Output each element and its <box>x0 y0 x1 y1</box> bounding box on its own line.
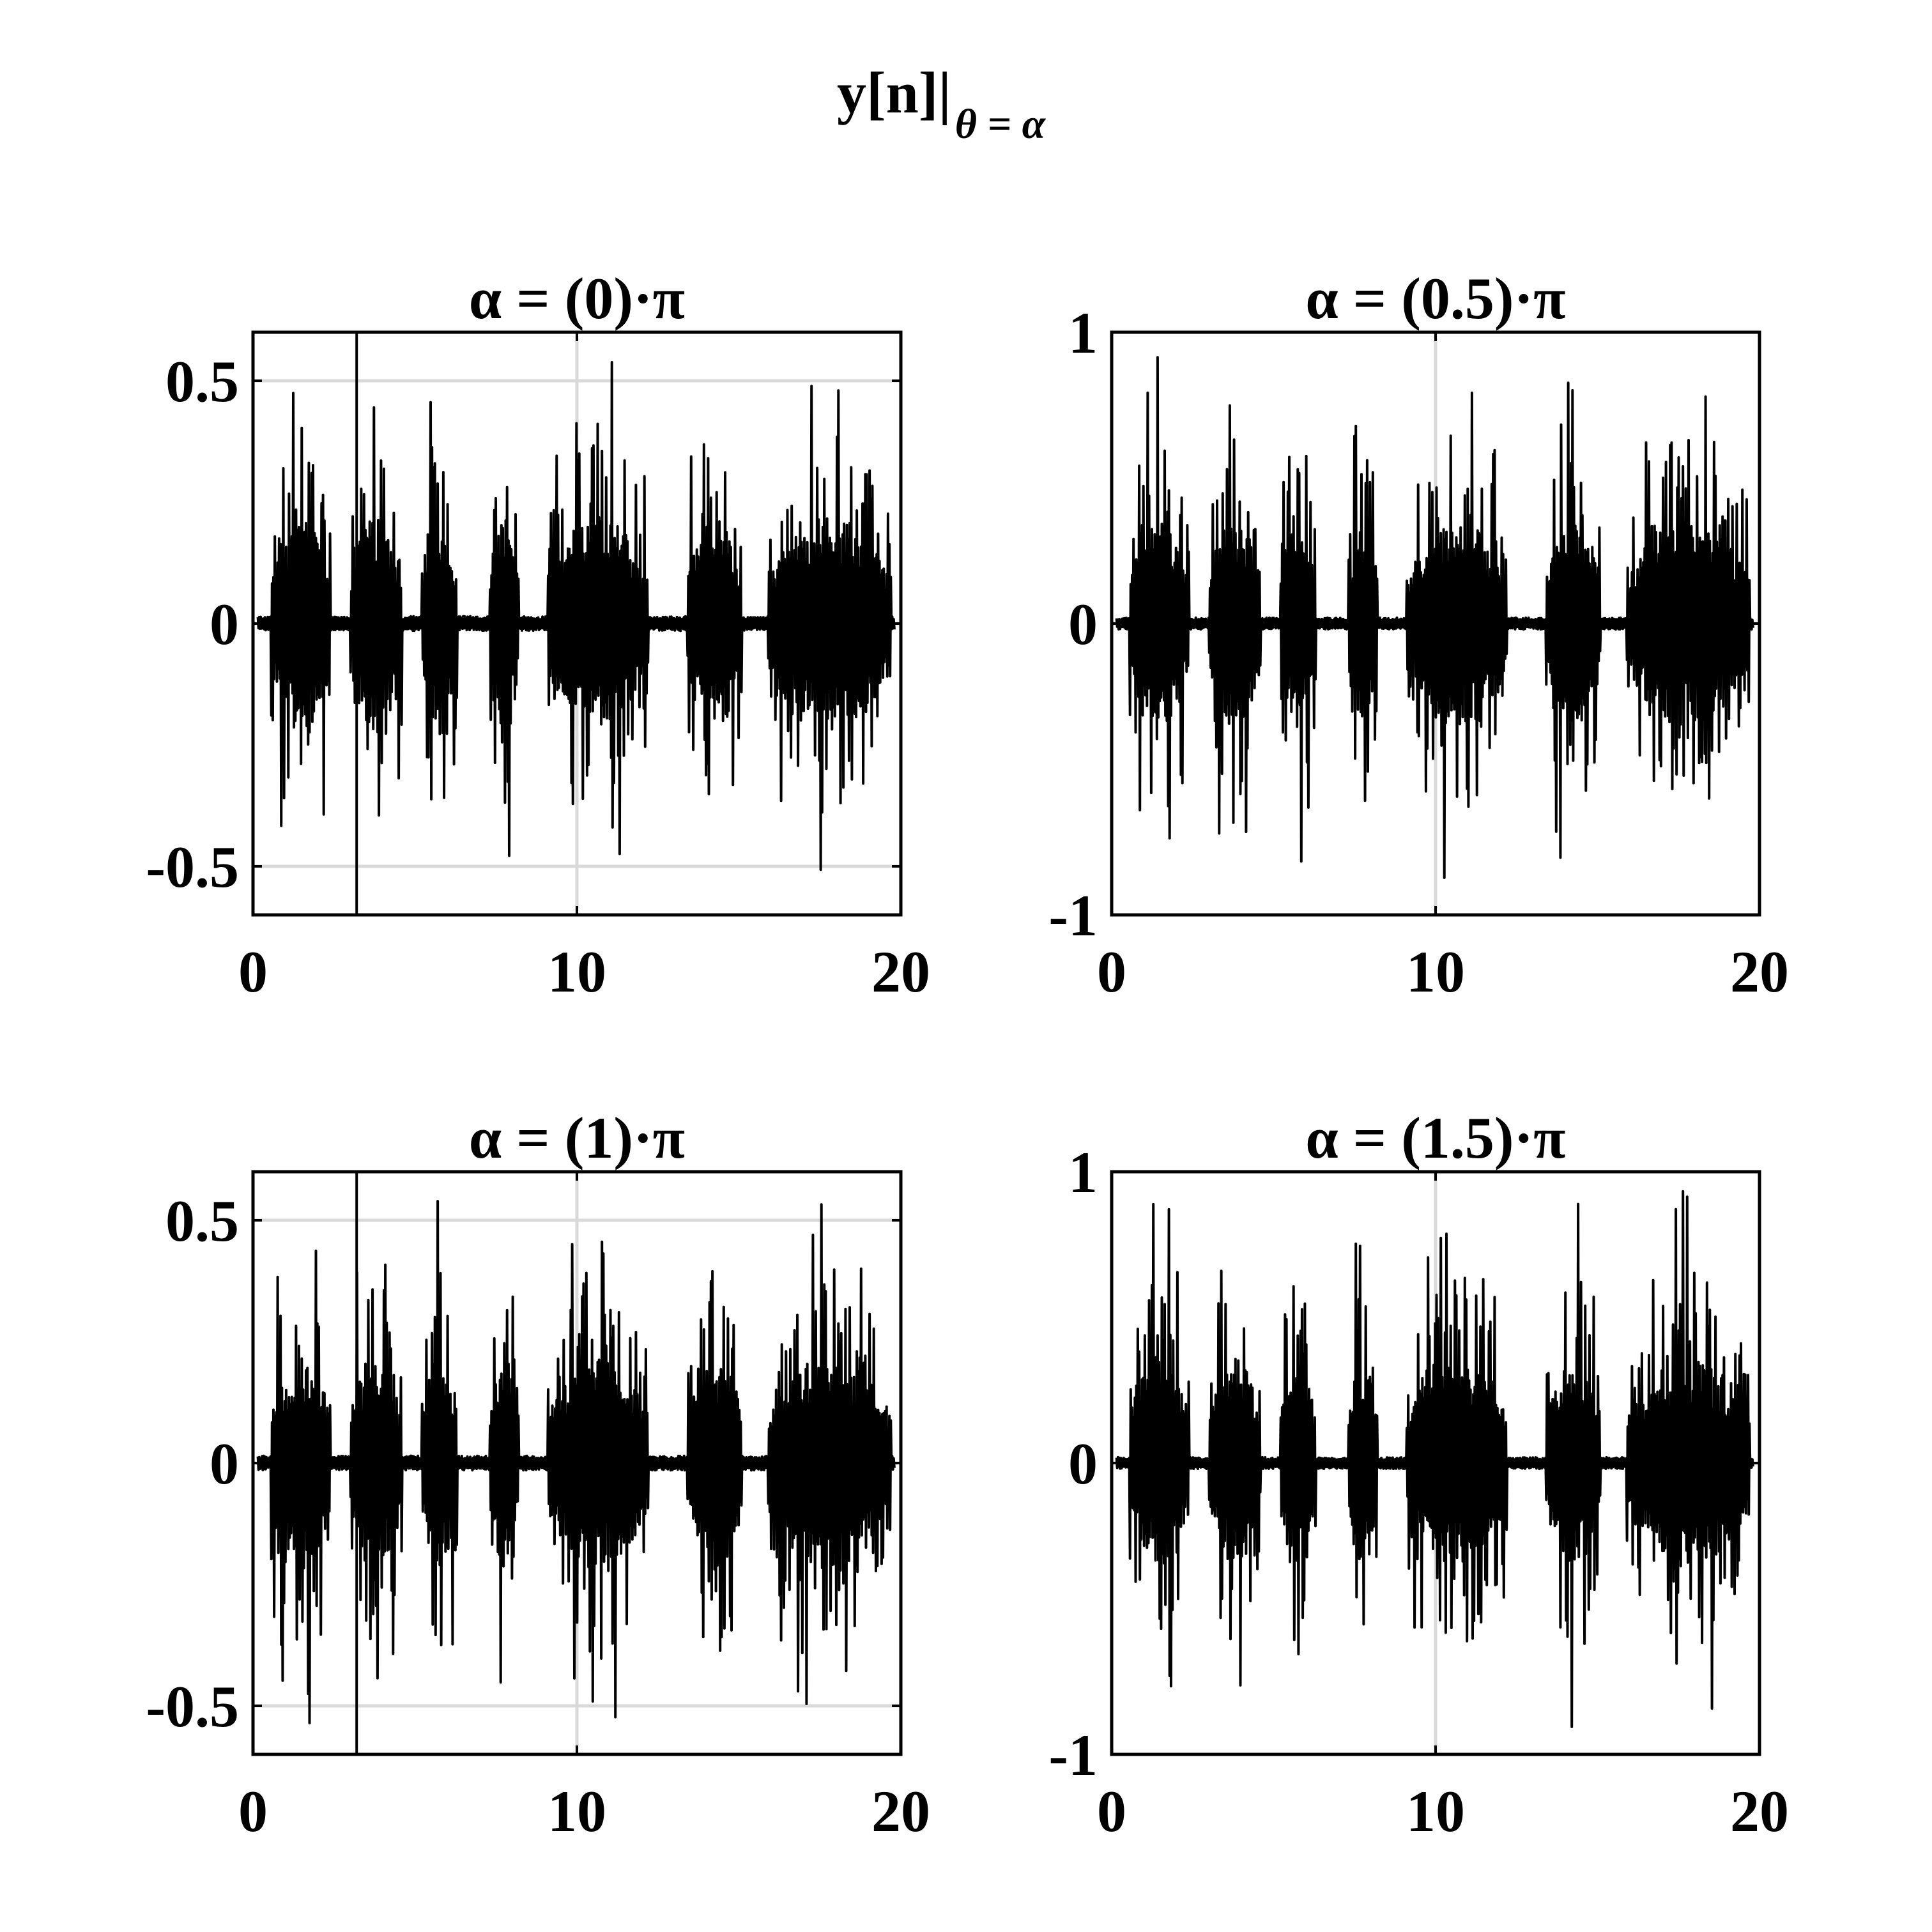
y-tick-label: -1 <box>1048 883 1098 948</box>
figure-title-subscript: θ = α <box>955 101 1046 148</box>
x-tick-label: 10 <box>548 939 606 1004</box>
signal-trace <box>1115 356 1754 879</box>
subplot-title: α = (1)·π <box>469 1105 685 1170</box>
subplot-3: 0 10 20 -0.5 0 0.5 α = (1)·π <box>146 1105 930 1844</box>
x-tick-label: 10 <box>1406 1779 1465 1844</box>
y-tick-label: 0.5 <box>165 1188 239 1254</box>
subplot-title: α = (0)·π <box>469 266 685 331</box>
x-tick-label: 20 <box>871 1779 930 1844</box>
x-tick-label: 0 <box>238 939 268 1004</box>
x-tick-label: 0 <box>1097 1779 1126 1844</box>
y-tick-label: 0 <box>1068 1431 1098 1496</box>
y-tick-label: 1 <box>1068 300 1098 365</box>
y-tick-label: 0 <box>1068 592 1098 657</box>
y-tick-label: -1 <box>1048 1722 1098 1788</box>
y-tick-label: -0.5 <box>146 834 239 900</box>
x-tick-label: 0 <box>1097 939 1126 1004</box>
y-tick-label: 1 <box>1068 1140 1098 1205</box>
signal-trace <box>256 361 896 871</box>
y-tick-label: 0.5 <box>165 349 239 414</box>
x-tick-label: 20 <box>871 939 930 1004</box>
subplot-title: α = (1.5)·π <box>1305 1105 1565 1170</box>
x-tick-label: 20 <box>1730 939 1789 1004</box>
figure-title: y[n]|θ = α <box>837 60 1046 148</box>
signal-trace <box>256 1200 896 1724</box>
subplot-title: α = (0.5)·π <box>1305 266 1565 331</box>
subplot-1: 0 10 20 -0.5 0 0.5 α = (0)·π <box>146 266 930 1004</box>
signal-trace <box>1115 1190 1754 1728</box>
y-tick-label: -0.5 <box>146 1674 239 1739</box>
x-tick-label: 20 <box>1730 1779 1789 1844</box>
figure-title-main: y[n]| <box>837 60 951 125</box>
x-tick-label: 10 <box>1406 939 1465 1004</box>
x-tick-label: 10 <box>548 1779 606 1844</box>
x-tick-label: 0 <box>238 1779 268 1844</box>
y-tick-label: 0 <box>210 1431 239 1496</box>
y-tick-label: 0 <box>210 592 239 657</box>
